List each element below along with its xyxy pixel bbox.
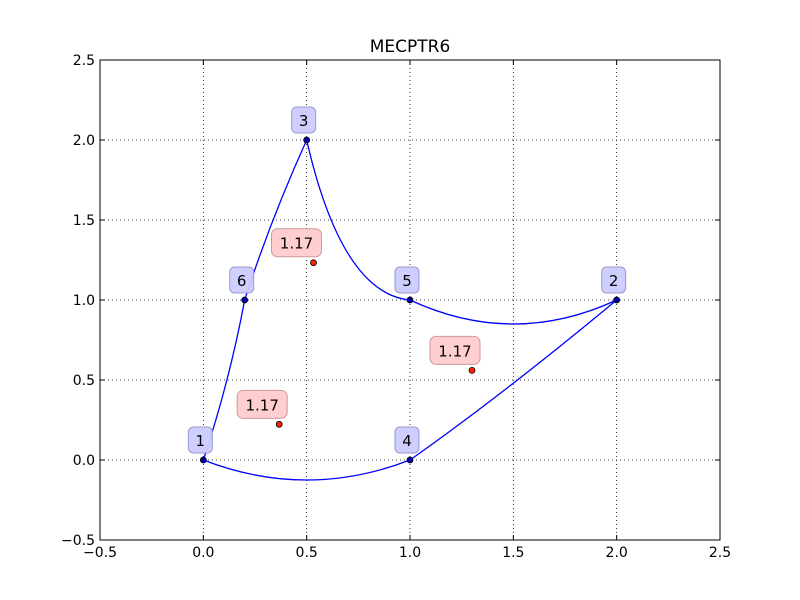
node-point <box>303 136 311 144</box>
node-label: 6 <box>237 272 247 290</box>
node-label-box <box>394 266 420 294</box>
element-point <box>275 420 283 428</box>
node-label-box <box>291 106 317 134</box>
mesh-edge <box>203 459 411 481</box>
axis-ticks: −0.5 0.0 0.5 1.0 1.5 2.0 2.5 −0.5 0.0 0.5 1.0 1.5 2.… <box>61 53 731 561</box>
element-label: 1.17 <box>280 235 313 253</box>
node-point <box>406 456 414 464</box>
element-label: 1.17 <box>438 342 471 360</box>
element-label-box <box>270 228 322 258</box>
x-tick-label: −0.5 <box>83 545 117 561</box>
node-label: 5 <box>402 272 412 290</box>
mesh-edge <box>409 299 617 325</box>
mesh-edge <box>306 139 411 301</box>
element-markers: 1.17 1.17 1.17 <box>236 228 481 428</box>
element-label-box <box>429 335 481 365</box>
x-tick-label: 2.0 <box>606 545 628 561</box>
x-tick-label: 0.5 <box>296 545 318 561</box>
x-tick-label: 0.0 <box>192 545 214 561</box>
node-label-box <box>601 266 627 294</box>
y-tick-label: 2.0 <box>73 133 95 149</box>
y-tick-label: 0.5 <box>73 373 95 389</box>
element-label: 1.17 <box>245 396 278 414</box>
x-tick-label: 1.0 <box>399 545 421 561</box>
node-label: 2 <box>609 272 619 290</box>
node-label-box <box>229 266 255 294</box>
node-point <box>613 296 621 304</box>
element-label-box <box>236 389 288 419</box>
y-tick-label: 0.0 <box>73 453 95 469</box>
node-label: 1 <box>196 432 206 450</box>
y-tick-label: 1.5 <box>73 213 95 229</box>
mesh-edge <box>409 299 618 461</box>
mesh-edges <box>202 139 618 481</box>
y-tick-label: −0.5 <box>61 533 95 549</box>
node-label: 4 <box>402 432 412 450</box>
node-label-box <box>394 426 420 454</box>
y-tick-label: 1.0 <box>73 293 95 309</box>
node-label: 3 <box>299 112 309 130</box>
x-tick-label: 1.5 <box>502 545 524 561</box>
node-point <box>199 456 207 464</box>
x-tick-label: 2.5 <box>709 545 731 561</box>
node-point <box>241 296 249 304</box>
element-point <box>310 259 317 267</box>
y-tick-label: 2.5 <box>73 53 95 69</box>
mesh-nodes: 1 2 3 4 5 6 <box>187 106 627 464</box>
chart-title: MECPTR6 <box>370 37 451 57</box>
node-label-box <box>187 426 213 454</box>
element-point <box>468 366 476 374</box>
node-point <box>406 296 414 304</box>
